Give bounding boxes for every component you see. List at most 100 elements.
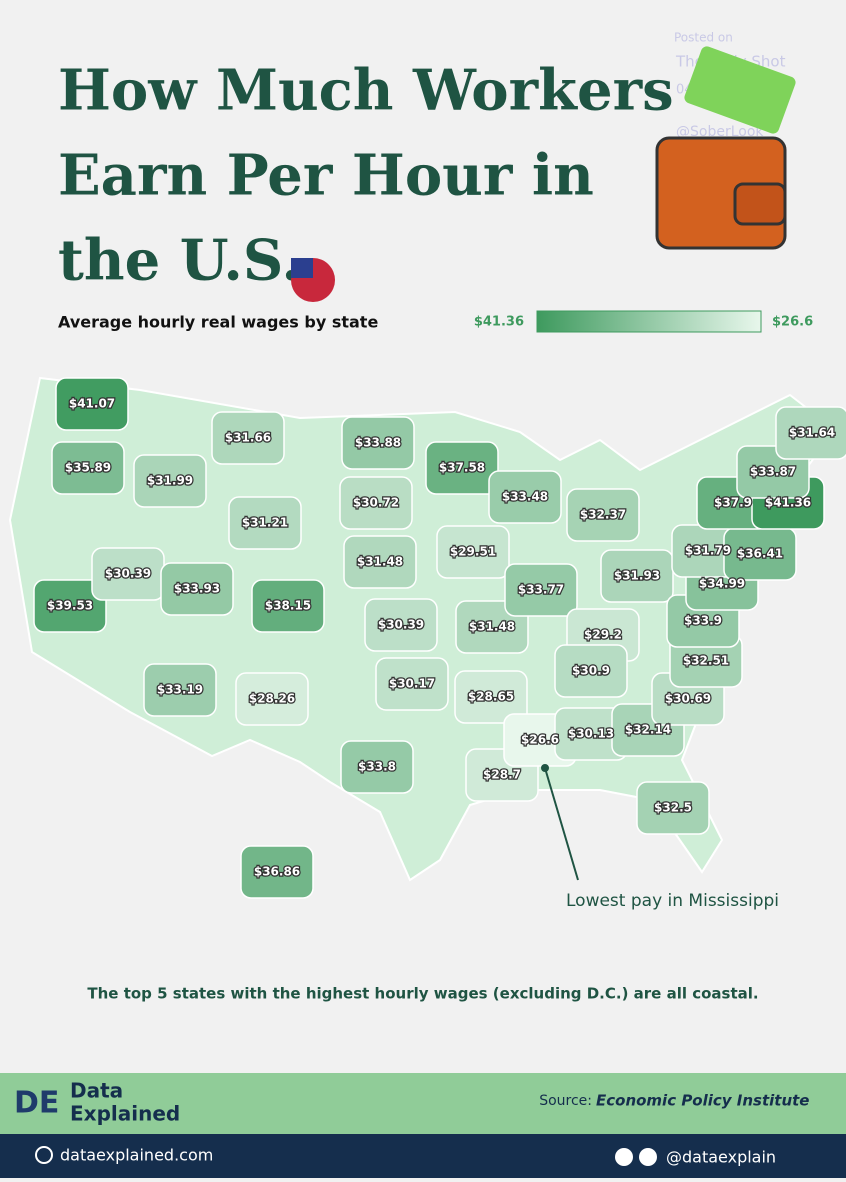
state-value-label: $31.64 [789,426,835,440]
state-value-label: $32.5 [654,801,692,815]
state-value-label: $41.36 [765,496,811,510]
footer-bar [0,1134,846,1178]
state-region [143,663,217,717]
state-value-label: $33.77 [518,583,564,597]
state-region [436,525,510,579]
state-region [211,411,285,465]
state-region [228,496,302,550]
state-region [566,488,640,542]
state-value-label: $33.48 [502,490,548,504]
state-region [133,454,207,508]
source-label: Source: [539,1093,592,1109]
x-icon[interactable] [615,1148,633,1166]
state-value-label: $31.66 [225,431,271,445]
state-value-label: $32.51 [683,654,729,668]
subtitle: Average hourly real wages by state [58,313,378,332]
state-region [425,441,499,495]
title: Earn Per Hour in [58,143,594,209]
state-value-label: $30.39 [378,618,424,632]
brand-bar [0,1073,846,1134]
state-value-label: $26.6 [521,733,559,747]
state-region [454,670,528,724]
states: $41.07 $35.89 $39.53 $30.39 $31.99 $31.66 $31.… [33,377,846,899]
state-region [364,598,438,652]
social-handle[interactable]: @dataexplain [666,1148,776,1167]
state-value-label: $31.93 [614,569,660,583]
state-value-label: $28.7 [483,768,521,782]
watermark: Posted on [674,31,733,45]
state-value-label: $34.99 [699,577,745,591]
watermark: @SoberLook [676,124,764,140]
state-region [160,562,234,616]
state-value-label: $33.19 [157,683,203,697]
state-value-label: $33.88 [355,436,401,450]
state-value-label: $38.15 [265,599,311,613]
state-value-label: $31.48 [469,620,515,634]
state-region [340,740,414,794]
state-value-label: $35.89 [65,461,111,475]
brand: Data [70,1079,123,1103]
state-value-label: $29.2 [584,628,622,642]
brand-logo: DE [14,1086,59,1121]
globe-icon [35,1146,53,1164]
state-region [375,657,449,711]
state-region [51,441,125,495]
state-value-label: $31.79 [685,544,731,558]
state-value-label: $31.21 [242,516,288,530]
state-region [636,781,710,835]
state-value-label: $33.87 [750,465,796,479]
state-value-label: $30.69 [665,692,711,706]
state-value-label: $36.41 [737,547,783,561]
state-value-label: $28.26 [249,692,295,706]
state-region [341,416,415,470]
state-region [488,470,562,524]
state-region [504,563,578,617]
state-value-label: $30.13 [568,727,614,741]
state-value-label: $33.8 [358,760,396,774]
source: Economic Policy Institute [596,1092,809,1110]
state-value-label: $37.58 [439,461,485,475]
state-region [600,549,674,603]
state-value-label: $36.86 [254,865,300,879]
state-value-label: $32.37 [580,508,626,522]
brand: Explained [70,1102,180,1126]
wallet-clasp [733,182,787,226]
state-region [33,579,107,633]
state-region [554,644,628,698]
state-value-label: $30.17 [389,677,435,691]
state-region [343,535,417,589]
annotation: Lowest pay in Mississippi [566,891,779,911]
state-value-label: $37.9 [714,496,752,510]
state-value-label: $31.99 [147,474,193,488]
state-region [235,672,309,726]
state-value-label: $39.53 [47,599,93,613]
instagram-icon[interactable] [639,1148,657,1166]
state-region [55,377,129,431]
state-region [775,406,846,460]
state-region [251,579,325,633]
state-value-label: $30.9 [572,664,610,678]
note: The top 5 states with the highest hourly… [87,985,758,1003]
state-value-label: $33.9 [684,614,722,628]
state-value-label: $33.93 [174,582,220,596]
flag-icon [291,258,313,278]
state-value-label: $30.72 [353,496,399,510]
website[interactable]: dataexplained.com [60,1146,213,1165]
state-region [339,476,413,530]
annotation-line [544,767,579,881]
legend-min: $26.6 [772,315,813,330]
annotation-dot [541,764,549,772]
state-region [240,845,314,899]
state-value-label: $30.39 [105,567,151,581]
state-value-label: $41.07 [69,397,115,411]
legend-scale [536,310,762,333]
state-value-label: $31.48 [357,555,403,569]
state-value-label: $29.51 [450,545,496,559]
money-icon [684,46,796,134]
title: How Much Workers [58,58,674,124]
legend-max: $41.36 [474,315,524,330]
state-value-label: $28.65 [468,690,514,704]
state-value-label: $32.14 [625,723,671,737]
title: the U.S. [58,228,301,294]
